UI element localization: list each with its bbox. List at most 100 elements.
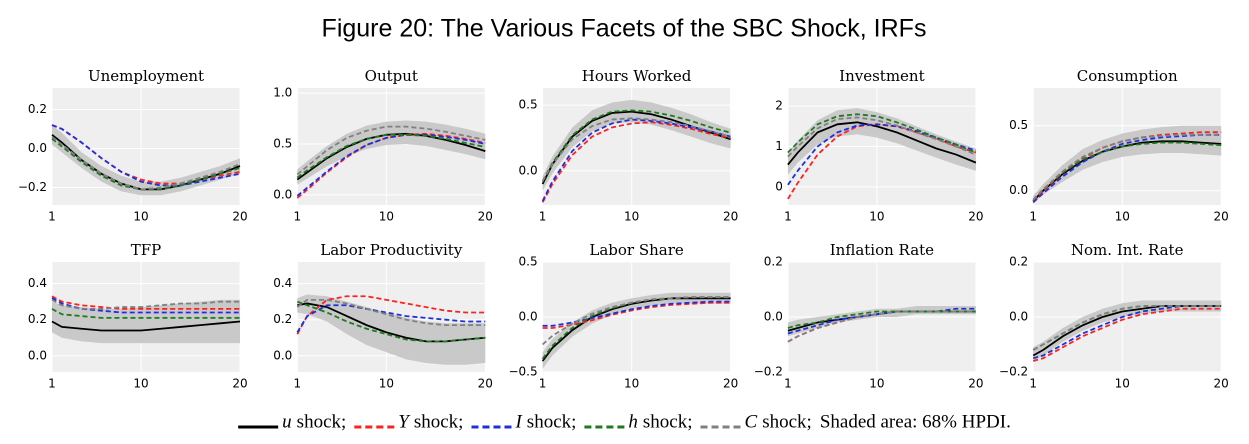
y-tick-label: 0 — [775, 179, 783, 193]
y-tick-label: 0.4 — [28, 276, 47, 290]
panel-title: Nom. Int. Rate — [1071, 241, 1184, 259]
irf-line — [1032, 133, 1222, 201]
x-tick-label: 10 — [133, 377, 148, 391]
panel-title: Unemployment — [88, 67, 204, 85]
y-tick-label: 0.0 — [273, 187, 292, 201]
legend-symbol: Y — [398, 411, 411, 432]
panel: Nom. Int. Rate 0.2 0.0 −0.21 10 20 — [999, 241, 1229, 391]
y-tick-label: 0.0 — [28, 348, 47, 362]
x-tick-label: 10 — [379, 210, 394, 224]
irf-line — [1032, 305, 1222, 360]
x-tick-label: 20 — [478, 377, 493, 391]
y-tick-label: 0.0 — [764, 310, 783, 324]
irf-line — [296, 298, 486, 327]
panel: Inflation Rate 0.2 0.0 −0.21 10 20 — [754, 241, 984, 391]
irf-line — [51, 308, 240, 319]
x-tick-label: 10 — [379, 377, 394, 391]
irf-line — [296, 133, 486, 197]
y-tick-label: 0.5 — [519, 255, 538, 269]
irf-line — [787, 310, 976, 343]
legend-label: shock; — [527, 411, 577, 432]
x-tick-label: 20 — [232, 377, 247, 391]
x-tick-label: 20 — [723, 377, 738, 391]
y-tick-label: −0.2 — [754, 365, 783, 379]
legend-symbol: I — [514, 411, 523, 432]
irf-line — [787, 116, 977, 158]
y-tick-label: 1.0 — [273, 86, 292, 100]
irf-line — [51, 295, 240, 310]
x-tick-label: 1 — [293, 377, 301, 391]
legend-label: shock; — [297, 411, 347, 432]
x-tick-label: 10 — [1115, 210, 1130, 224]
irf-line — [296, 304, 486, 333]
legend-symbol: C — [745, 411, 758, 432]
irf-line — [787, 113, 977, 154]
x-tick-label: 1 — [784, 210, 792, 224]
x-tick-label: 1 — [539, 210, 547, 224]
x-tick-label: 10 — [869, 377, 884, 391]
panel-title: Labor Productivity — [320, 241, 463, 259]
x-tick-label: 1 — [539, 377, 547, 391]
irf-line — [787, 121, 977, 166]
irf-line — [1032, 307, 1222, 362]
irf-line — [541, 297, 731, 362]
x-tick-label: 1 — [1029, 377, 1037, 391]
irf-line — [542, 300, 731, 327]
panel: TFP 0.4 0.2 0.0 1 10 20 — [28, 241, 248, 391]
y-tick-label: 0.4 — [273, 276, 292, 290]
panel-title: Labor Share — [589, 241, 684, 259]
hpdi-band — [297, 294, 486, 365]
figure-title: Figure 20: The Various Facets of the SBC… — [322, 15, 927, 43]
x-tick-label: 10 — [624, 377, 639, 391]
y-tick-label: 0.5 — [1009, 118, 1028, 132]
irf-line — [1032, 141, 1222, 201]
panel: Unemployment 0.2 0.0 −0.2 1 10 20 — [18, 67, 248, 224]
hpdi-band — [1033, 125, 1222, 204]
x-tick-label: 20 — [478, 210, 493, 224]
x-tick-label: 20 — [968, 210, 983, 224]
y-tick-label: 2 — [775, 99, 783, 113]
hpdi-band — [52, 125, 240, 196]
y-tick-label: 1 — [775, 139, 783, 153]
irf-line — [541, 109, 731, 182]
legend-symbol: u — [282, 411, 292, 432]
irf-line — [296, 300, 486, 343]
legend-band-label: Shaded area: 68% HPDI. — [820, 411, 1011, 432]
x-tick-label: 20 — [723, 210, 738, 224]
y-tick-label: −0.2 — [18, 180, 47, 194]
y-tick-label: 0.2 — [764, 255, 783, 269]
x-tick-label: 10 — [1115, 377, 1130, 391]
y-tick-label: 0.5 — [519, 98, 538, 112]
irf-line — [787, 123, 977, 186]
y-tick-label: 0.0 — [273, 348, 292, 362]
y-tick-label: 0.5 — [273, 136, 292, 150]
hpdi-band — [297, 120, 486, 185]
y-tick-label: 0.0 — [1009, 310, 1028, 324]
y-tick-label: 0.2 — [28, 102, 47, 116]
irf-line — [296, 133, 486, 179]
y-tick-label: 0.0 — [28, 141, 47, 155]
irf-line — [542, 296, 731, 346]
panel: Output 1.0 0.5 0.01 10 20 — [273, 67, 493, 224]
irf-line — [541, 121, 731, 203]
irf-line — [787, 310, 976, 329]
panel: Hours Worked 0.5 0.0 1 10 20 — [519, 67, 739, 224]
irf-line — [51, 320, 241, 332]
y-tick-label: 0.2 — [28, 312, 47, 326]
x-tick-label: 10 — [133, 210, 148, 224]
y-tick-label: −0.2 — [999, 365, 1028, 379]
irf-line — [51, 124, 241, 187]
y-tick-label: 0.2 — [1009, 255, 1028, 269]
x-tick-label: 1 — [784, 377, 792, 391]
legend-label: shock; — [414, 411, 464, 432]
x-tick-label: 20 — [1214, 377, 1229, 391]
panel-title: Consumption — [1077, 67, 1178, 85]
panel: Labor Share 0.5 0.0 −0.51 10 20 — [508, 241, 738, 391]
x-tick-label: 20 — [1214, 210, 1229, 224]
x-tick-label: 20 — [232, 210, 247, 224]
x-tick-label: 10 — [869, 210, 884, 224]
hpdi-band — [787, 306, 976, 337]
panel: Labor Productivity 0.4 0.2 0.0 1 10 20 — [273, 241, 493, 391]
